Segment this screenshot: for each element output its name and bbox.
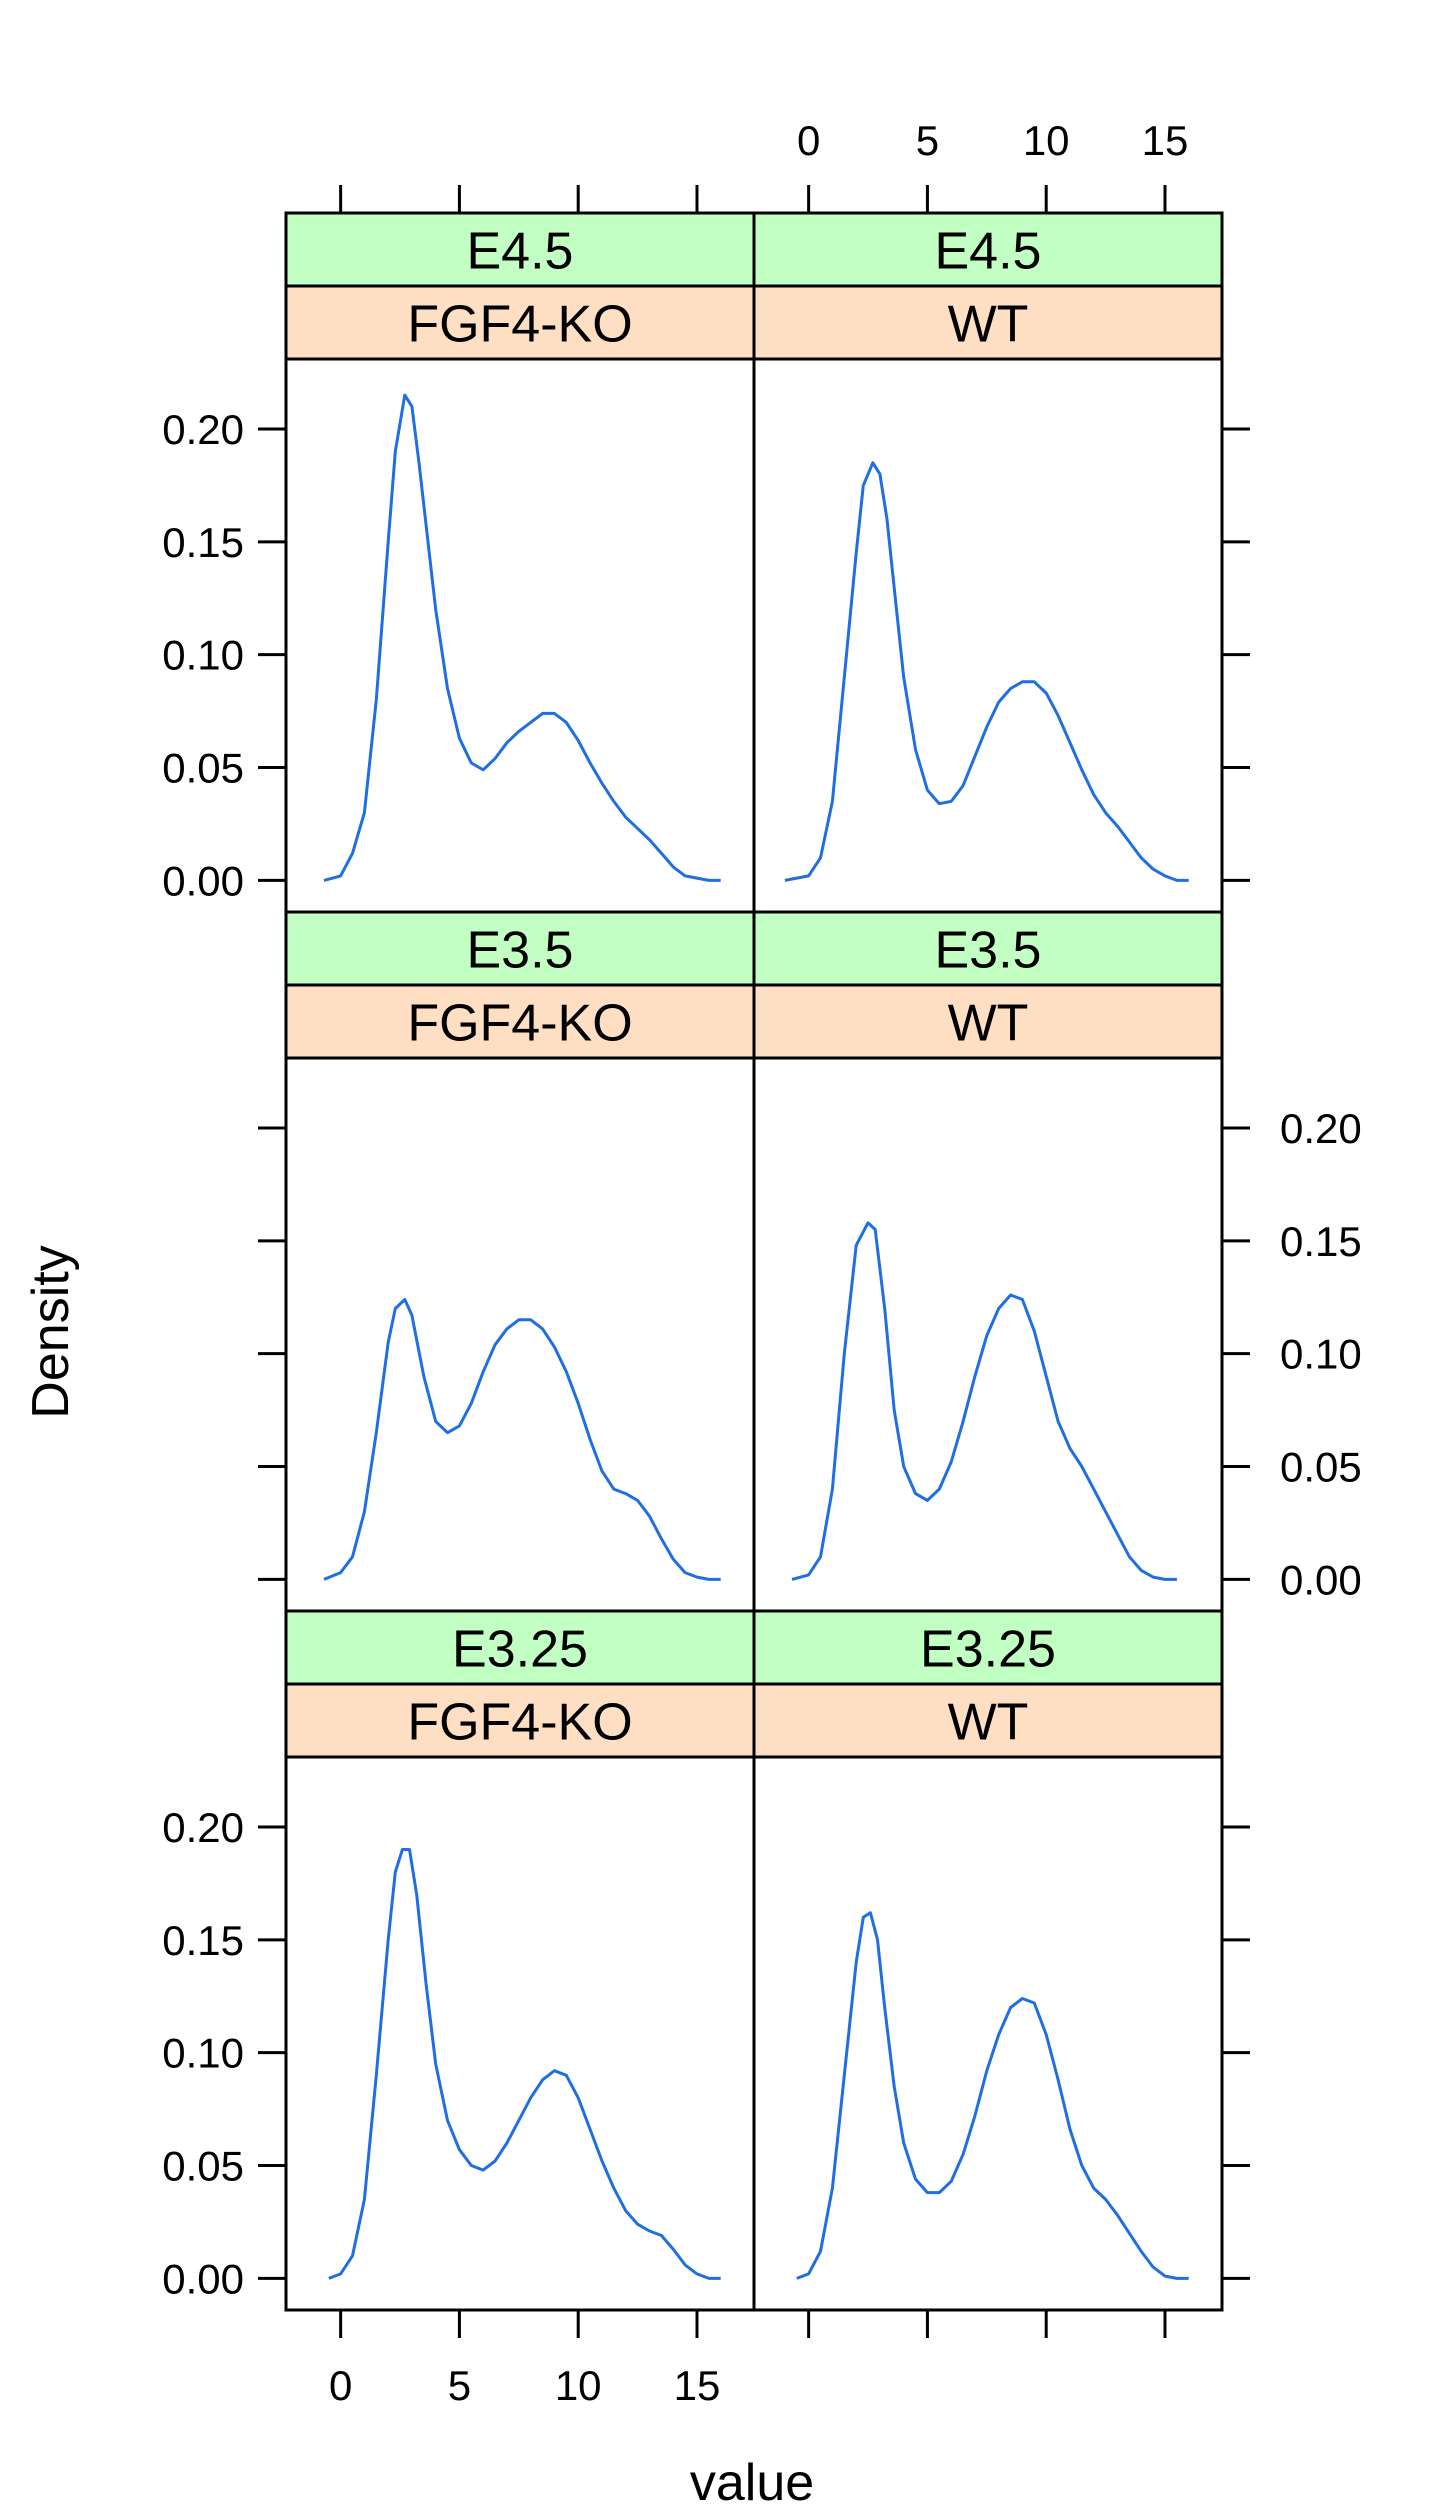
x-tick-label-bottom: 10 (555, 2362, 602, 2409)
strip-stage-label: E3.25 (920, 1621, 1056, 1679)
y-tick-label-left: 0.20 (162, 1804, 244, 1851)
y-tick-label-right: 0.00 (1280, 1556, 1362, 1603)
strip-stage-label: E3.25 (452, 1621, 588, 1679)
y-tick-label-left: 0.05 (162, 745, 244, 792)
strip-genotype-bg (752, 983, 1224, 1060)
strip-stage-bg (752, 910, 1224, 987)
panel-frame-e3-5-fgf4-ko (284, 1056, 756, 1613)
strip-genotype-bg (284, 983, 756, 1060)
y-tick-label-right: 0.05 (1280, 1444, 1362, 1491)
strip-stage-label: E3.5 (467, 922, 574, 980)
y-tick-label-left: 0.10 (162, 632, 244, 679)
y-tick-label-left: 0.10 (162, 2030, 244, 2077)
strip-genotype-label: FGF4-KO (407, 995, 632, 1053)
y-tick-label-left: 0.15 (162, 519, 244, 566)
panel-frames (284, 357, 1224, 2312)
panel-frame-e3-25-fgf4-ko (284, 1755, 756, 2312)
strip-genotype-label: FGF4-KO (407, 1694, 632, 1752)
strip-genotype-label: FGF4-KO (407, 296, 632, 354)
density-curve-e3-5-fgf4-ko (323, 1298, 721, 1581)
y-tick-label-left: 0.15 (162, 1917, 244, 1964)
x-tick-label-bottom: 0 (329, 2362, 352, 2409)
strip-genotype-bg (284, 1682, 756, 1759)
x-tick-label-top: 10 (1023, 117, 1070, 164)
y-axis-label: Density (22, 1245, 80, 1418)
x-axis-label: value (690, 2454, 814, 2512)
density-curve-e3-5-wt (791, 1221, 1177, 1581)
x-tick-label-top: 15 (1142, 117, 1189, 164)
axes: 0 5 10 15 0 5 10 15 0.00 0.05 0.10 0.15 0.20 0.00 0.05… (162, 117, 1362, 2409)
y-tick-label-right: 0.20 (1280, 1105, 1362, 1152)
density-curves (323, 393, 1189, 2280)
strip-genotype-label: WT (948, 1694, 1029, 1752)
y-tick-label-left: 0.20 (162, 406, 244, 453)
strip-genotype-label: WT (948, 995, 1029, 1053)
strip-genotype-bg (752, 284, 1224, 361)
y-tick-label-left: 0.05 (162, 2143, 244, 2190)
strip-stage-bg (752, 1609, 1224, 1686)
x-tick-label-bottom: 5 (448, 2362, 471, 2409)
strip-stage-label: E4.5 (935, 223, 1042, 281)
panel-frame-e4-5-fgf4-ko (284, 357, 756, 914)
y-tick-label-left: 0.00 (162, 2255, 244, 2302)
strip-stage-label: E3.5 (935, 922, 1042, 980)
strip-genotype-label: WT (948, 296, 1029, 354)
density-curve-e3-25-wt (796, 1911, 1189, 2280)
panel-frame-e4-5-wt (752, 357, 1224, 914)
strip-stage-bg (284, 910, 756, 987)
strip-genotype-bg (752, 1682, 1224, 1759)
y-tick-label-right: 0.15 (1280, 1218, 1362, 1265)
y-tick-label-left: 0.00 (162, 857, 244, 904)
y-tick-label-right: 0.10 (1280, 1331, 1362, 1378)
x-tick-label-top: 5 (916, 117, 939, 164)
x-tick-label-top: 0 (797, 117, 820, 164)
density-curve-e3-25-fgf4-ko (328, 1848, 721, 2280)
density-curve-e4-5-fgf4-ko (323, 393, 721, 882)
x-tick-label-bottom: 15 (674, 2362, 721, 2409)
strip-stage-label: E4.5 (467, 223, 574, 281)
density-curve-e4-5-wt (784, 461, 1189, 882)
strip-labels: E4.5 FGF4-KO E4.5 WT E3.5 FGF4-KO E3.5 WT E3.25 F… (284, 211, 1224, 1759)
